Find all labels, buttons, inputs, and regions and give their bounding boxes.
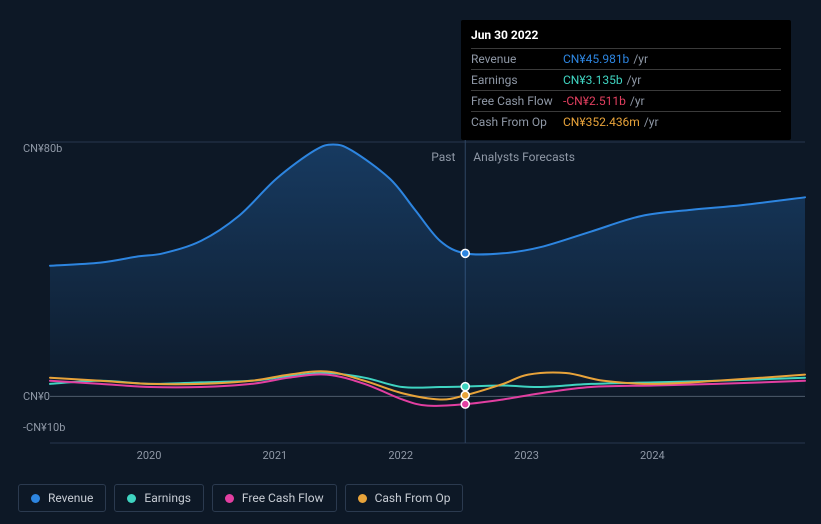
marker-cfo (461, 391, 469, 399)
legend-dot-icon (127, 494, 136, 503)
tooltip-row-value: CN¥3.135b (563, 73, 623, 87)
tooltip-row-unit: /yr (627, 73, 642, 87)
tooltip-row-label: Earnings (471, 73, 563, 87)
legend-label: Revenue (48, 491, 93, 505)
tooltip-row-unit: /yr (633, 52, 648, 66)
x-tick-label: 2023 (514, 449, 539, 462)
legend-label: Earnings (144, 491, 191, 505)
tooltip-row-label: Revenue (471, 52, 563, 66)
legend-label: Cash From Op (375, 491, 451, 505)
y-tick-label: -CN¥10b (23, 421, 65, 434)
x-tick-label: 2024 (640, 449, 665, 462)
tooltip-row: Cash From OpCN¥352.436m/yr (471, 112, 781, 132)
chart-legend: Revenue Earnings Free Cash Flow Cash From O… (18, 484, 463, 512)
legend-item-earnings[interactable]: Earnings (114, 484, 204, 512)
x-tick-label: 2022 (388, 449, 413, 462)
legend-item-cfo[interactable]: Cash From Op (345, 484, 464, 512)
tooltip-row: EarningsCN¥3.135b/yr (471, 70, 781, 91)
legend-dot-icon (31, 494, 40, 503)
tooltip-row: RevenueCN¥45.981b/yr (471, 49, 781, 70)
tooltip-row-unit: /yr (644, 115, 659, 129)
tooltip-row-value: CN¥45.981b (563, 52, 629, 66)
marker-fcf (461, 400, 469, 408)
y-tick-label: CN¥80b (23, 142, 62, 155)
past-region-label: Past (431, 150, 455, 164)
legend-item-fcf[interactable]: Free Cash Flow (212, 484, 337, 512)
tooltip-row-label: Free Cash Flow (471, 94, 563, 108)
legend-dot-icon (225, 494, 234, 503)
x-tick-label: 2021 (263, 449, 288, 462)
forecast-region-label: Analysts Forecasts (473, 150, 575, 164)
legend-item-revenue[interactable]: Revenue (18, 484, 106, 512)
legend-label: Free Cash Flow (242, 491, 324, 505)
tooltip-row-label: Cash From Op (471, 115, 563, 129)
y-tick-label: CN¥0 (23, 390, 50, 403)
marker-earnings (461, 383, 469, 391)
legend-dot-icon (358, 494, 367, 503)
x-tick-label: 2020 (137, 449, 162, 462)
tooltip-row: Free Cash Flow-CN¥2.511b/yr (471, 91, 781, 112)
tooltip-row-value: CN¥352.436m (563, 115, 640, 129)
tooltip-date: Jun 30 2022 (471, 28, 781, 49)
tooltip-row-unit: /yr (630, 94, 645, 108)
marker-revenue (461, 249, 469, 257)
chart-tooltip: Jun 30 2022 RevenueCN¥45.981b/yrEarnings… (461, 20, 791, 140)
tooltip-row-value: -CN¥2.511b (563, 94, 626, 108)
